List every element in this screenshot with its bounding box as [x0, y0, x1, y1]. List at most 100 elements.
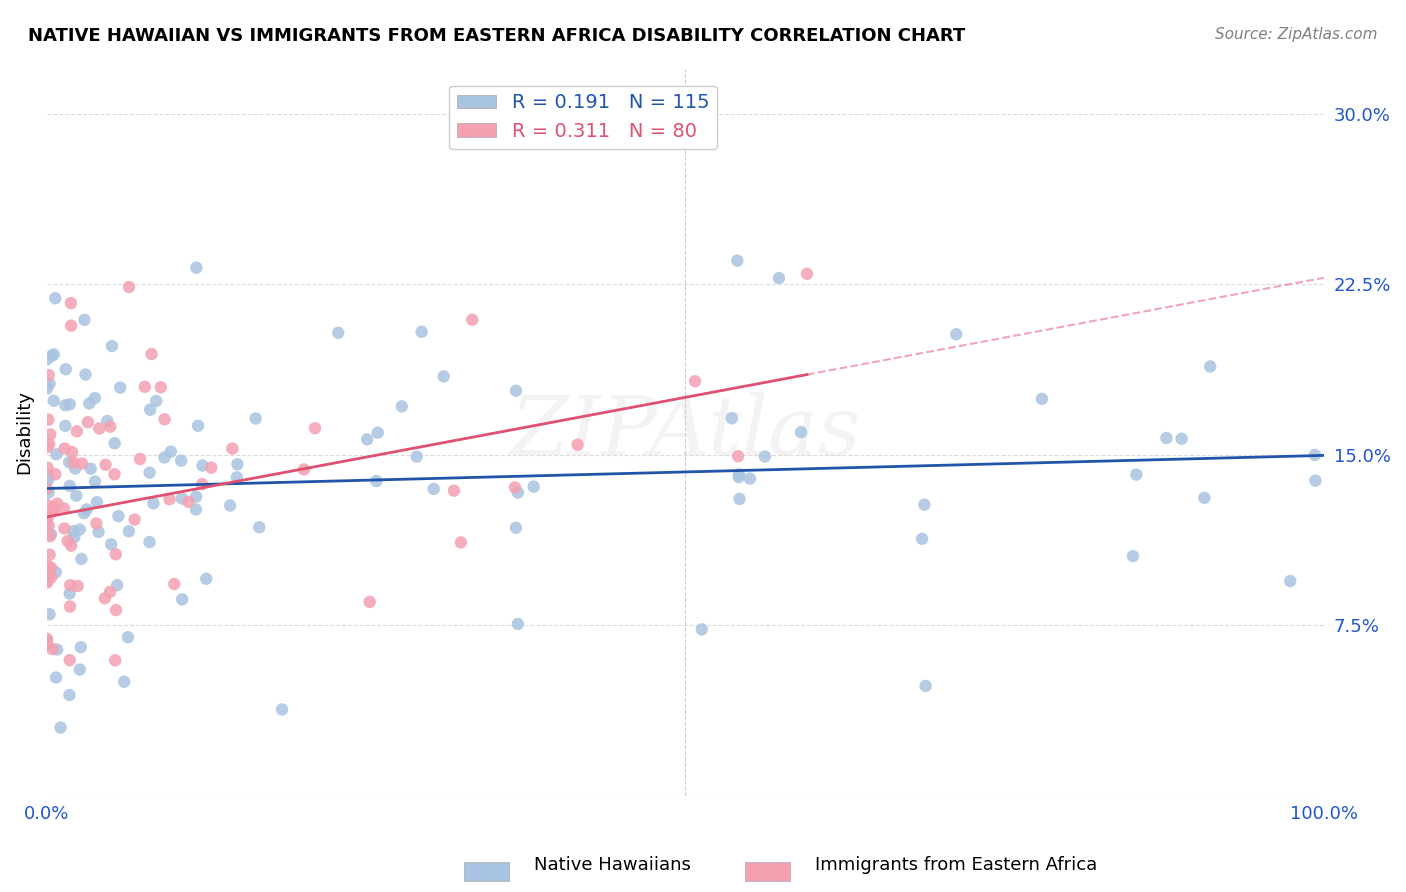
Point — [63, 530, 86, 544]
Point — [103, 467, 125, 482]
Point — [728, 467, 751, 482]
Point — [58, 688, 80, 702]
Point — [391, 400, 413, 414]
Point — [505, 384, 527, 398]
Point — [153, 450, 176, 465]
Point — [37, 570, 59, 584]
Point — [160, 444, 183, 458]
Point — [690, 623, 713, 637]
Point — [505, 521, 527, 535]
Point — [56, 534, 79, 549]
Point — [60, 539, 83, 553]
Point — [768, 271, 790, 285]
Point — [38, 437, 60, 451]
Point — [727, 470, 749, 484]
Point — [59, 653, 82, 667]
Point — [49, 721, 72, 735]
Point — [738, 472, 761, 486]
Point — [728, 491, 751, 506]
Point — [41, 349, 63, 363]
Point — [38, 529, 60, 543]
Point — [221, 442, 243, 456]
Point — [506, 485, 529, 500]
Point — [433, 369, 456, 384]
Point — [86, 516, 108, 531]
Point — [245, 411, 267, 425]
Point — [1199, 359, 1222, 374]
Point — [1305, 474, 1327, 488]
Point — [63, 456, 86, 470]
Point — [159, 492, 181, 507]
Text: Native Hawaiians: Native Hawaiians — [534, 855, 692, 873]
Point — [53, 418, 76, 433]
Point — [200, 460, 222, 475]
Point — [796, 267, 818, 281]
Point — [911, 532, 934, 546]
Point — [37, 412, 59, 426]
Point — [118, 280, 141, 294]
Text: ZIPAtlas: ZIPAtlas — [510, 392, 860, 472]
Point — [46, 497, 69, 511]
Point — [184, 490, 207, 504]
Point — [141, 347, 163, 361]
Point — [39, 427, 62, 442]
Point — [754, 450, 776, 464]
Point — [35, 637, 58, 651]
Point — [226, 458, 249, 472]
Point — [96, 414, 118, 428]
Point — [77, 396, 100, 410]
Point — [59, 479, 82, 493]
Point — [53, 501, 76, 516]
Point — [450, 535, 472, 549]
Point — [912, 498, 935, 512]
Point — [84, 475, 107, 489]
Point — [37, 566, 59, 580]
Point — [108, 381, 131, 395]
Point — [35, 382, 58, 396]
Point — [134, 380, 156, 394]
Point — [191, 458, 214, 473]
Point — [63, 461, 86, 475]
Point — [292, 462, 315, 476]
Point — [44, 291, 66, 305]
Point — [80, 461, 103, 475]
Text: Source: ZipAtlas.com: Source: ZipAtlas.com — [1215, 27, 1378, 42]
Point — [170, 453, 193, 467]
Point — [42, 393, 65, 408]
Point — [107, 509, 129, 524]
Point — [35, 482, 58, 496]
Point — [683, 374, 706, 388]
Point — [367, 425, 389, 440]
Point — [170, 491, 193, 506]
Point — [45, 671, 67, 685]
Point — [94, 458, 117, 472]
Point — [105, 578, 128, 592]
Point — [41, 642, 63, 657]
Point — [145, 393, 167, 408]
Point — [94, 591, 117, 606]
Point — [42, 504, 65, 518]
Point — [39, 527, 62, 541]
Point — [186, 260, 208, 275]
Point — [75, 368, 97, 382]
Point — [38, 485, 60, 500]
Point — [725, 253, 748, 268]
Point — [45, 566, 67, 580]
Point — [945, 327, 967, 342]
Point — [411, 325, 433, 339]
Point — [55, 362, 77, 376]
Point — [101, 339, 124, 353]
Point — [53, 521, 76, 535]
Point — [53, 442, 76, 456]
Point — [366, 474, 388, 488]
Point — [304, 421, 326, 435]
Point — [37, 473, 59, 487]
Point — [721, 411, 744, 425]
Point — [187, 418, 209, 433]
Point — [69, 523, 91, 537]
Point — [38, 368, 60, 383]
Point — [112, 674, 135, 689]
Point — [73, 313, 96, 327]
Point — [37, 563, 59, 577]
Point — [1303, 448, 1326, 462]
